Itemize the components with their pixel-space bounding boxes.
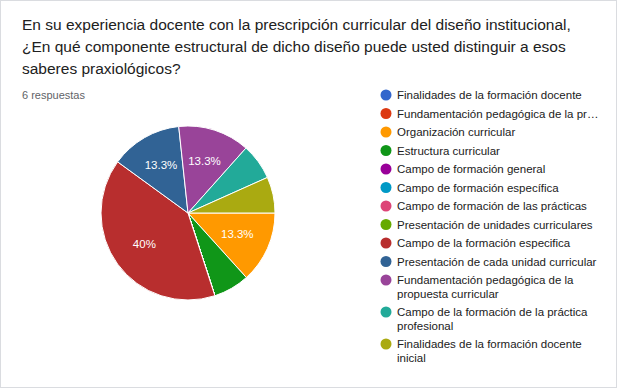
- subtitle: 6 respuestas: [22, 89, 85, 101]
- title-line: saberes praxiológicos?: [22, 60, 181, 77]
- legend-label: Campo de la formación de la práctica prof…: [397, 306, 588, 332]
- legend-label: Presentación de unidades curriculares: [397, 219, 593, 231]
- chart: En su experiencia docente con la prescri…: [0, 0, 617, 388]
- legend-swatch: [381, 339, 392, 350]
- pie: 13.3% 40% 13.3% 13.3%: [101, 126, 275, 300]
- legend-label-line: Campo de formación específica: [397, 182, 559, 194]
- title-line: En su experiencia docente con la prescri…: [22, 16, 571, 33]
- legend-swatch: [381, 182, 392, 193]
- legend-swatch: [381, 219, 392, 230]
- legend-label: Campo de formación específica: [397, 182, 559, 194]
- legend-label-line: Campo de formación de las prácticas: [397, 200, 587, 212]
- data-label: 13.3%: [145, 159, 178, 171]
- legend-label: Fundamentación pedagógica de la propuesta…: [397, 274, 574, 300]
- legend-label-line: Presentación de cada unidad curricular: [397, 256, 597, 268]
- data-label: 13.3%: [188, 155, 221, 167]
- legend-label-line: Presentación de unidades curriculares: [397, 219, 593, 231]
- legend-label: Presentación de cada unidad curricular: [397, 256, 597, 268]
- legend-label: Campo de la formación especifica: [397, 237, 571, 249]
- legend-swatch: [381, 90, 392, 101]
- legend-label: Finalidades de la formación docente inici…: [397, 338, 582, 364]
- legend-label-line: Campo de formación general: [397, 163, 545, 175]
- title: En su experiencia docente con la prescri…: [22, 16, 571, 77]
- legend-label: Campo de formación general: [397, 163, 545, 175]
- data-label: 13.3%: [221, 228, 254, 240]
- legend-label-line: profesional: [397, 320, 453, 332]
- legend-swatch: [381, 145, 392, 156]
- legend-label-line: Estructura curricular: [397, 145, 500, 157]
- legend-label-line: Finalidades de la formación docente: [397, 338, 582, 350]
- data-label: 40%: [133, 238, 156, 250]
- legend-swatch: [381, 256, 392, 267]
- legend-label-line: Fundamentación pedagógica de la: [397, 274, 574, 286]
- legend-swatch: [381, 201, 392, 212]
- slice: [118, 126, 188, 213]
- data-labels: 13.3% 40% 13.3% 13.3%: [133, 155, 254, 250]
- legend-label-line: Campo de la formación de la práctica: [397, 306, 588, 318]
- legend-label-line: inicial: [397, 352, 426, 364]
- legend-label: Campo de formación de las prácticas: [397, 200, 587, 212]
- legend-swatch: [381, 307, 392, 318]
- legend-swatch: [381, 238, 392, 249]
- legend-label-line: Finalidades de la formación docente: [397, 89, 582, 101]
- frame: [1, 1, 617, 388]
- legend-label: Finalidades de la formación docente: [397, 89, 582, 101]
- legend-swatch: [381, 108, 392, 119]
- legend-label: Fundamentación pedagógica de la pr…: [397, 108, 598, 120]
- legend-label-line: Organización curricular: [397, 126, 515, 138]
- legend-swatch: [381, 164, 392, 175]
- legend-label-line: Fundamentación pedagógica de la pr…: [397, 108, 598, 120]
- legend-swatch: [381, 275, 392, 286]
- legend-swatch: [381, 127, 392, 138]
- title-line: ¿En qué componente estructural de dicho …: [22, 38, 566, 55]
- legend-label: Estructura curricular: [397, 145, 500, 157]
- legend-label-line: Campo de la formación especifica: [397, 237, 571, 249]
- legend-label: Organización curricular: [397, 126, 515, 138]
- legend: Finalidades de la formación docente Funda…: [381, 89, 599, 364]
- slice: [188, 177, 275, 213]
- legend-label-line: propuesta curricular: [397, 288, 499, 300]
- slices: [101, 126, 275, 300]
